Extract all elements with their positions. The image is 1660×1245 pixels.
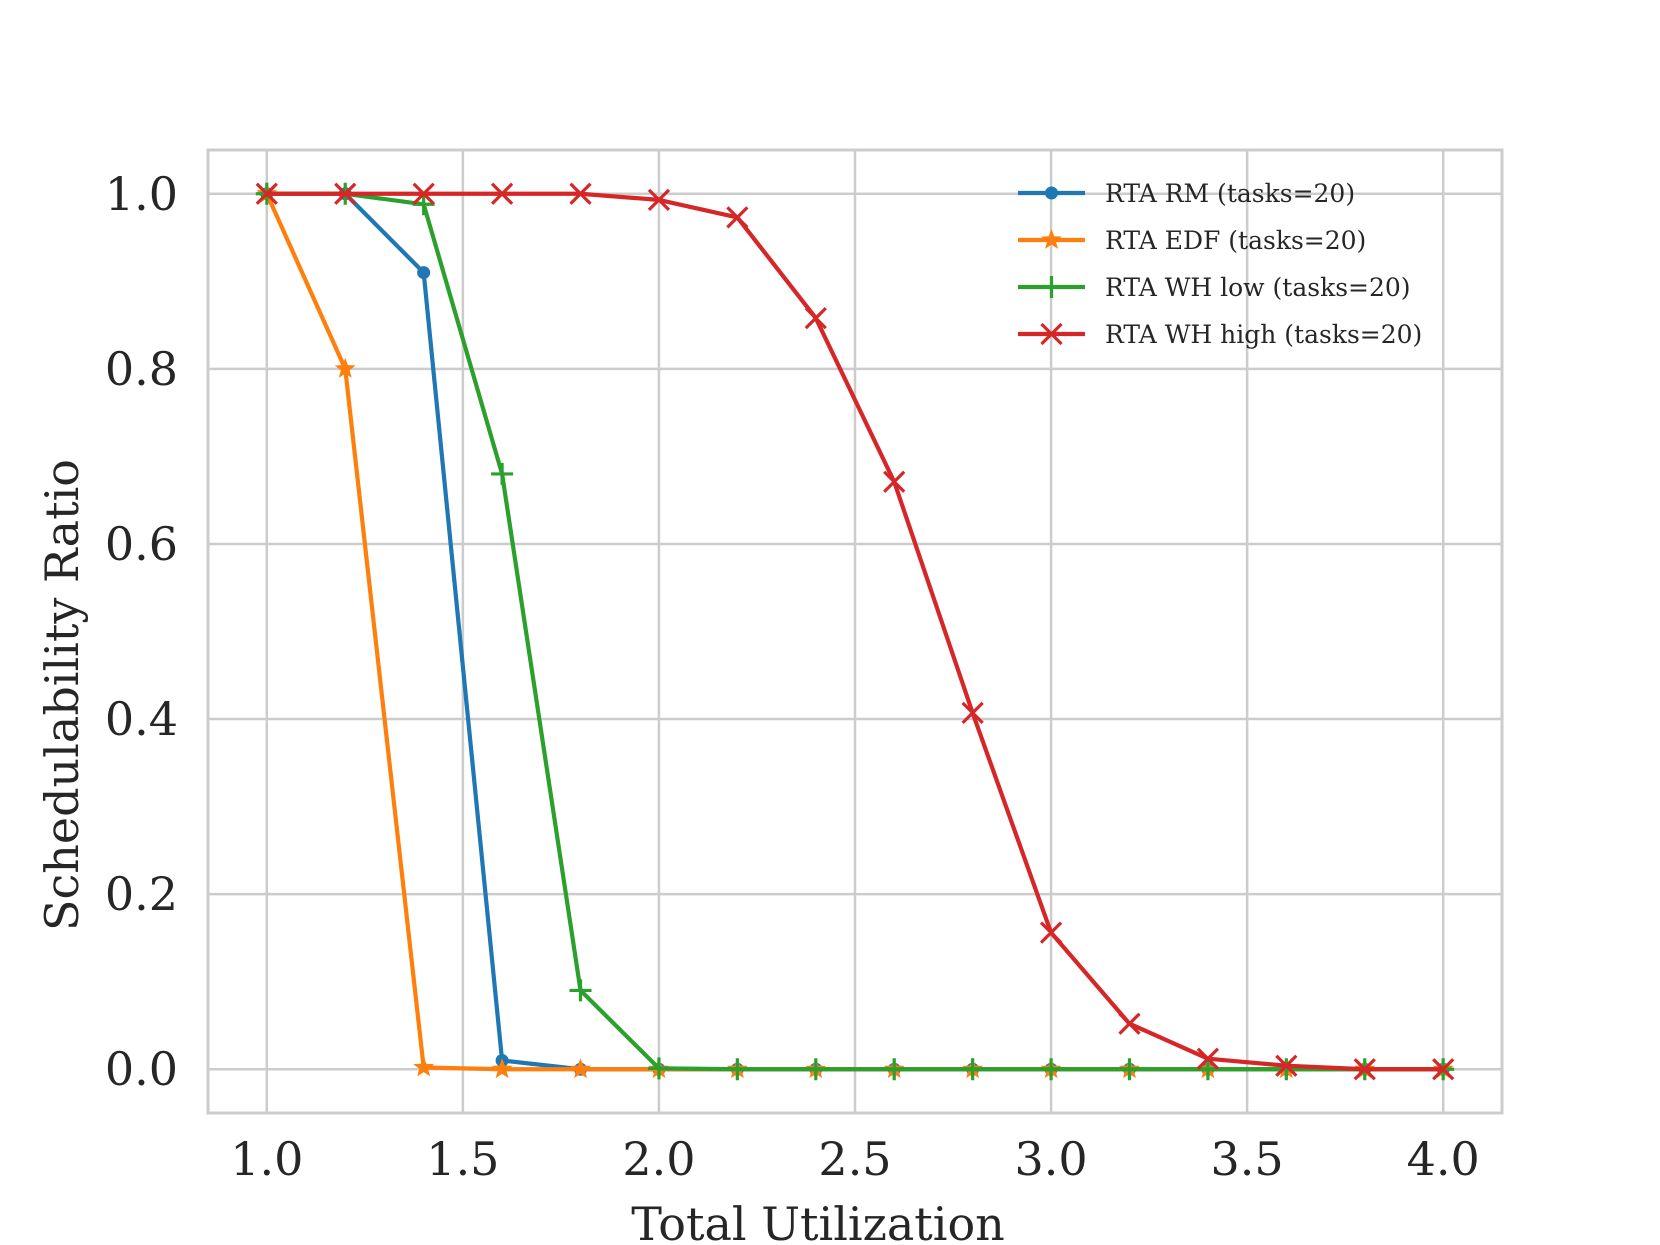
legend-item: RTA WH low (tasks=20) bbox=[1018, 273, 1411, 302]
legend-label: RTA WH low (tasks=20) bbox=[1105, 273, 1411, 302]
data-point bbox=[1040, 322, 1063, 346]
data-point bbox=[1432, 1058, 1455, 1081]
data-point bbox=[490, 182, 514, 205]
data-point bbox=[1196, 1047, 1220, 1070]
series-line bbox=[266, 191, 1444, 1072]
data-point bbox=[569, 979, 592, 1002]
data-point bbox=[726, 206, 749, 229]
x-axis-ticks: 1.0 1.5 2.0 2.5 3.0 3.5 4.0 bbox=[230, 1132, 1480, 1186]
y-axis-label: Schedulability Ratio bbox=[35, 459, 89, 931]
legend: RTA RM (tasks=20) RTA EDF (tasks=20) RTA W… bbox=[1018, 179, 1422, 349]
x-tick-label: 1.0 bbox=[230, 1132, 303, 1186]
data-point bbox=[417, 266, 431, 280]
data-point bbox=[1196, 1058, 1219, 1081]
data-point bbox=[1275, 1058, 1298, 1081]
data-point bbox=[569, 182, 592, 205]
series-layer bbox=[255, 182, 1455, 1081]
y-tick-label: 0.2 bbox=[105, 867, 178, 921]
data-point bbox=[1040, 1058, 1063, 1081]
y-tick-label: 1.0 bbox=[105, 167, 178, 221]
x-tick-label: 4.0 bbox=[1407, 1132, 1480, 1186]
x-axis-label: Total Utilization bbox=[631, 1197, 1005, 1245]
data-point bbox=[412, 193, 435, 216]
data-point bbox=[1353, 1058, 1376, 1081]
data-point bbox=[1039, 921, 1063, 944]
data-point bbox=[413, 1056, 435, 1077]
plot-frame bbox=[206, 148, 1504, 1115]
data-point bbox=[1118, 1012, 1141, 1035]
data-point bbox=[961, 1058, 984, 1081]
data-point bbox=[1040, 276, 1063, 298]
data-point bbox=[334, 182, 357, 205]
x-tick-label: 2.0 bbox=[622, 1132, 695, 1186]
data-point bbox=[491, 1058, 513, 1079]
data-point bbox=[647, 1057, 670, 1080]
data-point bbox=[334, 357, 356, 378]
data-point bbox=[1118, 1058, 1141, 1081]
data-point bbox=[883, 470, 906, 493]
data-point bbox=[883, 1058, 906, 1081]
data-point bbox=[726, 1058, 749, 1081]
data-point bbox=[647, 188, 671, 212]
data-point bbox=[255, 182, 278, 205]
legend-item: RTA WH high (tasks=20) bbox=[1018, 320, 1422, 349]
x-tick-label: 1.5 bbox=[426, 1132, 499, 1186]
legend-item: RTA RM (tasks=20) bbox=[1018, 179, 1355, 208]
x-tick-label: 3.5 bbox=[1211, 1132, 1284, 1186]
series-group bbox=[255, 182, 1455, 1081]
y-tick-label: 0.6 bbox=[105, 517, 178, 571]
legend-label: RTA EDF (tasks=20) bbox=[1105, 226, 1366, 255]
legend-item: RTA EDF (tasks=20) bbox=[1018, 226, 1366, 255]
data-point bbox=[491, 462, 514, 485]
data-point bbox=[1275, 1054, 1298, 1077]
y-tick-label: 0.8 bbox=[105, 342, 178, 396]
x-tick-label: 2.5 bbox=[818, 1132, 891, 1186]
y-tick-label: 0.4 bbox=[105, 692, 178, 746]
data-point bbox=[961, 701, 984, 725]
data-point bbox=[1045, 186, 1058, 200]
series-group bbox=[255, 182, 1455, 1081]
x-tick-label: 3.0 bbox=[1014, 1132, 1087, 1186]
data-point bbox=[804, 306, 827, 330]
series-line bbox=[266, 191, 1444, 1072]
data-point bbox=[1041, 229, 1062, 249]
y-axis-ticks: 0.0 0.2 0.4 0.6 0.8 1.0 bbox=[105, 167, 178, 1096]
y-tick-label: 0.0 bbox=[105, 1042, 178, 1096]
data-point bbox=[412, 182, 435, 205]
grid bbox=[208, 150, 1502, 1113]
legend-label: RTA WH high (tasks=20) bbox=[1105, 320, 1422, 349]
data-point bbox=[804, 1058, 827, 1081]
data-point bbox=[570, 1058, 591, 1079]
legend-label: RTA RM (tasks=20) bbox=[1105, 179, 1355, 208]
